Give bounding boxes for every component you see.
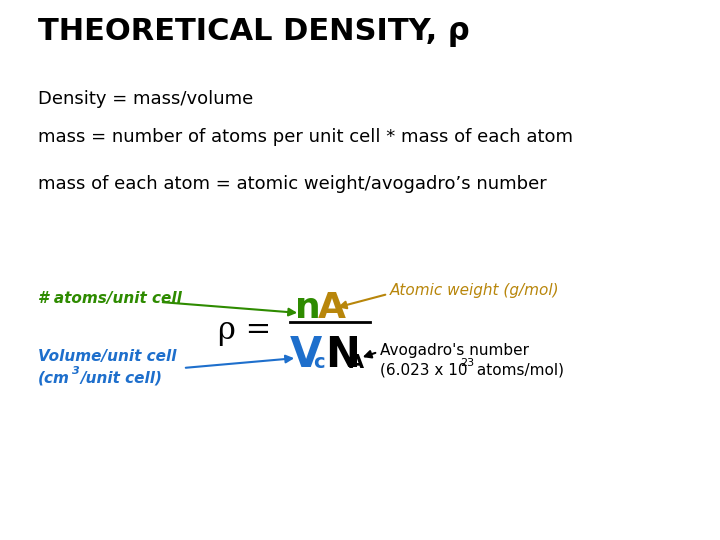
Text: (cm: (cm <box>38 370 70 386</box>
Text: A: A <box>349 353 364 372</box>
Text: # atoms/unit cell: # atoms/unit cell <box>38 291 182 306</box>
Text: mass = number of atoms per unit cell * mass of each atom: mass = number of atoms per unit cell * m… <box>38 128 573 146</box>
Text: c: c <box>313 353 325 372</box>
Text: Density = mass/volume: Density = mass/volume <box>38 90 253 108</box>
Text: n: n <box>295 291 320 325</box>
Text: Volume/unit cell: Volume/unit cell <box>38 348 176 363</box>
Text: ρ =: ρ = <box>218 314 271 346</box>
Text: /unit cell): /unit cell) <box>80 370 162 386</box>
Text: 23: 23 <box>460 358 474 368</box>
Text: THEORETICAL DENSITY, ρ: THEORETICAL DENSITY, ρ <box>38 18 469 47</box>
Text: Avogadro's number: Avogadro's number <box>380 342 529 357</box>
Text: 3: 3 <box>72 366 80 376</box>
Text: (6.023 x 10: (6.023 x 10 <box>380 362 467 377</box>
Text: atoms/mol): atoms/mol) <box>472 362 564 377</box>
Text: mass of each atom = atomic weight/avogadro’s number: mass of each atom = atomic weight/avogad… <box>38 175 546 193</box>
Text: N: N <box>325 334 360 376</box>
Text: A: A <box>318 291 346 325</box>
Text: V: V <box>290 334 323 376</box>
Text: Atomic weight (g/mol): Atomic weight (g/mol) <box>390 282 559 298</box>
